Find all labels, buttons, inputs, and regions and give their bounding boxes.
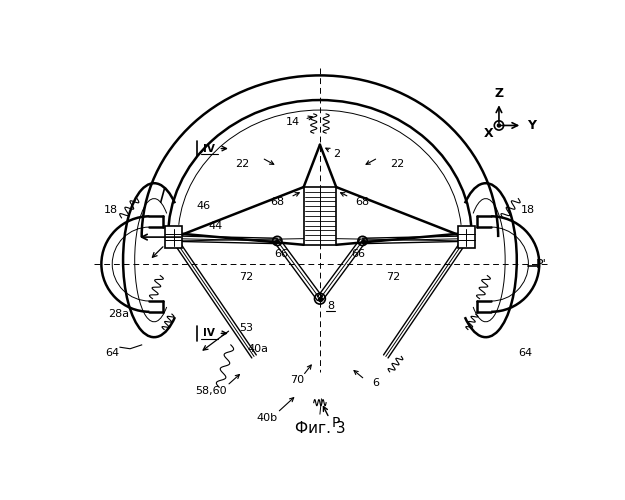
- Text: 66: 66: [274, 249, 288, 259]
- Text: IV: IV: [203, 144, 215, 154]
- Text: 8: 8: [328, 302, 334, 312]
- Text: 64: 64: [105, 348, 119, 358]
- Circle shape: [498, 124, 501, 127]
- Text: P': P': [535, 258, 546, 270]
- Text: Z: Z: [494, 86, 504, 100]
- Bar: [165, 226, 182, 248]
- Text: 66: 66: [352, 249, 366, 259]
- Text: 40a: 40a: [248, 344, 268, 354]
- Text: 44: 44: [208, 220, 222, 230]
- Text: Y: Y: [527, 119, 536, 132]
- Text: 40b: 40b: [257, 413, 278, 423]
- Text: 68: 68: [356, 198, 369, 207]
- Text: 46: 46: [197, 202, 211, 211]
- Text: 53: 53: [239, 323, 253, 333]
- Text: 6: 6: [372, 378, 379, 388]
- Text: 2: 2: [333, 149, 341, 159]
- Bar: [458, 226, 475, 248]
- Text: 28a: 28a: [108, 309, 129, 319]
- Text: 68: 68: [270, 198, 284, 207]
- Text: 22: 22: [235, 159, 249, 169]
- Text: 18: 18: [521, 205, 535, 215]
- Text: 72: 72: [386, 272, 401, 282]
- Text: 70: 70: [289, 374, 304, 384]
- Text: IV: IV: [203, 328, 215, 338]
- Text: 14: 14: [286, 116, 300, 126]
- Text: 64: 64: [518, 348, 532, 358]
- Text: X: X: [483, 126, 493, 140]
- Text: 18: 18: [104, 205, 118, 215]
- Bar: [304, 187, 336, 245]
- Text: Фиг. 3: Фиг. 3: [294, 420, 345, 436]
- Text: 58,60: 58,60: [196, 386, 228, 396]
- Text: 22: 22: [390, 159, 404, 169]
- Text: P: P: [331, 416, 339, 430]
- Text: 72: 72: [239, 272, 253, 282]
